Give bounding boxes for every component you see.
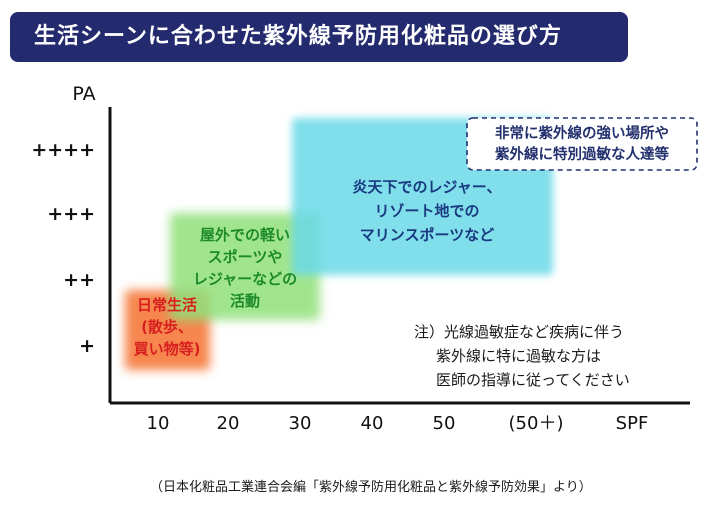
zone-label: 活動 [230, 292, 260, 310]
source-citation: （日本化粧品工業連合会編「紫外線予防用化粧品と紫外線予防効果」より） [150, 480, 592, 495]
y-tick-label: ++ [63, 269, 95, 291]
zone-box [170, 213, 320, 320]
zone-label: 紫外線に特別過敏な人達等 [495, 145, 669, 163]
zone-label: マリンスポーツなど [360, 226, 494, 244]
x-tick-label: (50＋) [509, 413, 564, 434]
zone-label: (散歩、 [141, 318, 193, 336]
x-tick-label: 50 [433, 413, 456, 434]
zone-label: スポーツや [208, 248, 283, 266]
x-tick-label: 10 [147, 413, 170, 434]
y-tick-label: +++ [47, 203, 95, 225]
zone-box-sensitive [466, 117, 698, 171]
zone-label: 炎天下でのレジャー、 [352, 178, 501, 196]
zone-label: 日常生活 [137, 296, 197, 314]
note-line: 医師の指導に従ってください [436, 371, 630, 389]
zone-label: 買い物等) [134, 340, 201, 358]
zone-label: レジャーなどの [193, 270, 297, 288]
zone-label: 非常に紫外線の強い場所や [495, 124, 669, 142]
y-tick-label: + [79, 335, 95, 357]
y-tick-label: ++++ [31, 139, 95, 161]
x-axis-label: SPF [616, 413, 649, 434]
x-tick-label: 40 [361, 413, 384, 434]
y-axis-label: PA [72, 83, 95, 105]
zone-label: 屋外での軽い [200, 226, 290, 244]
x-tick-label: 20 [217, 413, 240, 434]
x-tick-label: 30 [289, 413, 312, 434]
zone-label: リゾート地での [374, 202, 479, 220]
note-line: 紫外線に特に過敏な方は [436, 347, 602, 365]
page-title: 生活シーンに合わせた紫外線予防用化粧品の選び方 [10, 12, 628, 62]
note-line: 注）光線過敏症など疾病に伴う [414, 323, 625, 341]
caution-note: 注）光線過敏症など疾病に伴う 紫外線に特に過敏な方は 医師の指導に従ってください [414, 320, 694, 392]
